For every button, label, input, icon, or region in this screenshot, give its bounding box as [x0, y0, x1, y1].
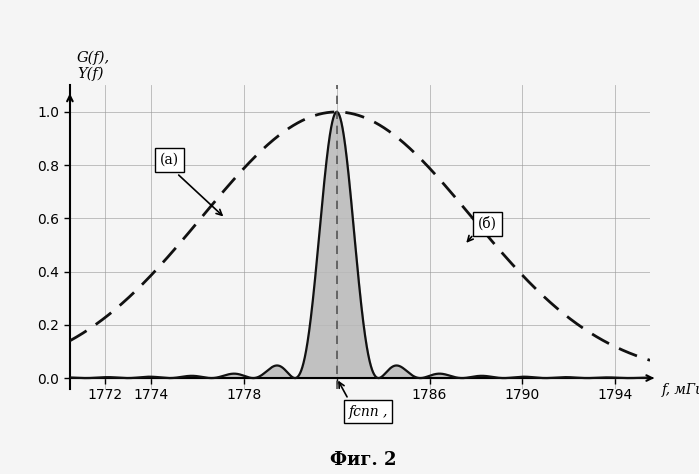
Text: fспп ,: fспп , [348, 405, 388, 419]
Text: G(f),
Y(f): G(f), Y(f) [77, 50, 110, 82]
Text: f, мГц: f, мГц [662, 383, 699, 397]
Text: Фиг. 2: Фиг. 2 [330, 451, 397, 469]
Text: (а): (а) [160, 153, 179, 167]
Text: (б): (б) [478, 217, 497, 231]
